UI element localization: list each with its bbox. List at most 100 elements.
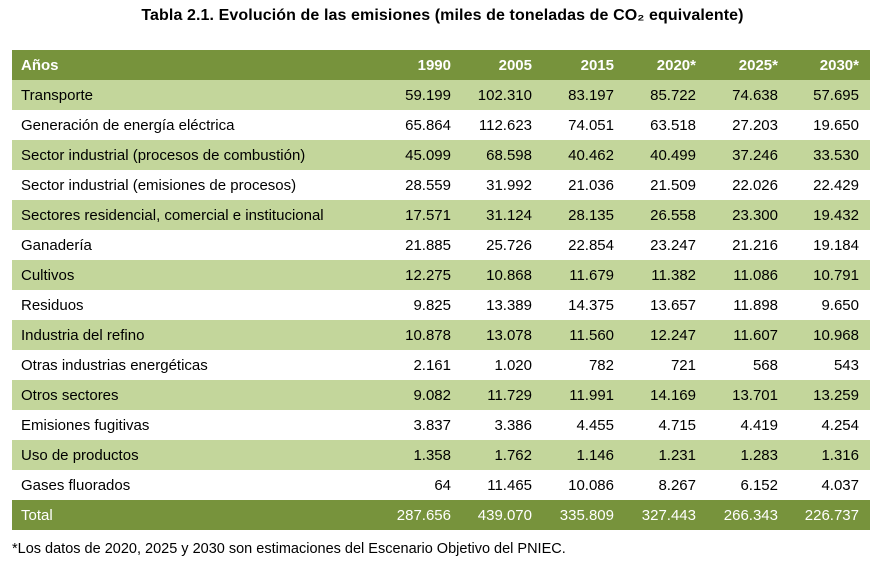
total-label: Total bbox=[21, 506, 53, 524]
row-label: Residuos bbox=[21, 296, 84, 314]
table-cell: 21.509 bbox=[650, 176, 696, 194]
column-header: 1990 bbox=[417, 56, 451, 74]
table-cell: 1.231 bbox=[658, 446, 696, 464]
table-row: Sectores residencial, comercial e instit… bbox=[12, 200, 870, 230]
table-cell: 3.837 bbox=[413, 416, 451, 434]
total-cell: 335.809 bbox=[559, 506, 614, 524]
column-header: 2030* bbox=[819, 56, 859, 74]
table-cell: 14.375 bbox=[568, 296, 614, 314]
table-row: Otros sectores 9.082 11.729 11.991 14.16… bbox=[12, 380, 870, 410]
column-header: 2025* bbox=[738, 56, 778, 74]
table-cell: 102.310 bbox=[477, 86, 532, 104]
table-cell: 6.152 bbox=[740, 476, 778, 494]
table-cell: 19.432 bbox=[813, 206, 859, 224]
table-cell: 65.864 bbox=[405, 116, 451, 134]
table-cell: 10.968 bbox=[813, 326, 859, 344]
table-cell: 10.791 bbox=[813, 266, 859, 284]
row-label: Cultivos bbox=[21, 266, 75, 284]
table-cell: 568 bbox=[752, 356, 778, 374]
table-cell: 11.991 bbox=[569, 386, 614, 404]
row-label: Ganadería bbox=[21, 236, 92, 254]
table-cell: 10.878 bbox=[405, 326, 451, 344]
table-cell: 9.650 bbox=[821, 296, 859, 314]
row-label: Otras industrias energéticas bbox=[21, 356, 208, 374]
table-cell: 19.184 bbox=[813, 236, 859, 254]
total-cell: 226.737 bbox=[804, 506, 859, 524]
column-header: Años bbox=[21, 56, 59, 74]
table-cell: 59.199 bbox=[405, 86, 451, 104]
table-cell: 74.051 bbox=[568, 116, 614, 134]
table-cell: 63.518 bbox=[650, 116, 696, 134]
table-cell: 31.124 bbox=[486, 206, 532, 224]
table-cell: 40.499 bbox=[650, 146, 696, 164]
table-row: Transporte 59.199 102.310 83.197 85.722 … bbox=[12, 80, 870, 110]
table-row: Emisiones fugitivas 3.837 3.386 4.455 4.… bbox=[12, 410, 870, 440]
total-cell: 266.343 bbox=[723, 506, 778, 524]
footnote: *Los datos de 2020, 2025 y 2030 son esti… bbox=[12, 541, 566, 557]
table-cell: 33.530 bbox=[813, 146, 859, 164]
table-cell: 64 bbox=[434, 476, 451, 494]
table-cell: 11.465 bbox=[487, 476, 532, 494]
table-cell: 9.825 bbox=[413, 296, 451, 314]
table-cell: 11.382 bbox=[651, 266, 696, 284]
table-cell: 27.203 bbox=[732, 116, 778, 134]
table-row: Otras industrias energéticas 2.161 1.020… bbox=[12, 350, 870, 380]
table-row: Sector industrial (emisiones de procesos… bbox=[12, 170, 870, 200]
table-cell: 11.729 bbox=[487, 386, 532, 404]
table-cell: 17.571 bbox=[405, 206, 451, 224]
table-cell: 13.657 bbox=[650, 296, 696, 314]
table-cell: 12.275 bbox=[405, 266, 451, 284]
table-cell: 14.169 bbox=[650, 386, 696, 404]
table-cell: 12.247 bbox=[650, 326, 696, 344]
total-cell: 327.443 bbox=[641, 506, 696, 524]
table-cell: 68.598 bbox=[486, 146, 532, 164]
table-cell: 1.762 bbox=[494, 446, 532, 464]
row-label: Otros sectores bbox=[21, 386, 119, 404]
table-cell: 57.695 bbox=[813, 86, 859, 104]
table-cell: 11.898 bbox=[733, 296, 778, 314]
table-cell: 1.146 bbox=[576, 446, 614, 464]
table-cell: 23.300 bbox=[732, 206, 778, 224]
table-cell: 83.197 bbox=[568, 86, 614, 104]
row-label: Sector industrial (emisiones de procesos… bbox=[21, 176, 297, 194]
table-cell: 22.854 bbox=[568, 236, 614, 254]
table-cell: 28.559 bbox=[405, 176, 451, 194]
table-cell: 4.455 bbox=[576, 416, 614, 434]
table-cell: 23.247 bbox=[650, 236, 696, 254]
table-cell: 45.099 bbox=[405, 146, 451, 164]
row-label: Uso de productos bbox=[21, 446, 139, 464]
table-cell: 19.650 bbox=[813, 116, 859, 134]
total-cell: 439.070 bbox=[477, 506, 532, 524]
table-cell: 28.135 bbox=[568, 206, 614, 224]
total-row: Total 287.656 439.070 335.809 327.443 26… bbox=[12, 500, 870, 530]
table-cell: 26.558 bbox=[650, 206, 696, 224]
table-cell: 31.992 bbox=[486, 176, 532, 194]
table-cell: 13.389 bbox=[486, 296, 532, 314]
table-row: Gases fluorados 64 11.465 10.086 8.267 6… bbox=[12, 470, 870, 500]
emissions-table: Años 1990 2005 2015 2020* 2025* 2030* Tr… bbox=[12, 50, 870, 530]
table-row: Ganadería 21.885 25.726 22.854 23.247 21… bbox=[12, 230, 870, 260]
table-cell: 10.086 bbox=[568, 476, 614, 494]
table-row: Residuos 9.825 13.389 14.375 13.657 11.8… bbox=[12, 290, 870, 320]
table-cell: 37.246 bbox=[732, 146, 778, 164]
row-label: Sector industrial (procesos de combustió… bbox=[21, 146, 306, 164]
table-cell: 11.560 bbox=[569, 326, 614, 344]
table-row: Industria del refino 10.878 13.078 11.56… bbox=[12, 320, 870, 350]
table-row: Cultivos 12.275 10.868 11.679 11.382 11.… bbox=[12, 260, 870, 290]
row-label: Gases fluorados bbox=[21, 476, 131, 494]
table-cell: 543 bbox=[833, 356, 859, 374]
column-header: 2005 bbox=[498, 56, 532, 74]
row-label: Generación de energía eléctrica bbox=[21, 116, 235, 134]
table-row: Uso de productos 1.358 1.762 1.146 1.231… bbox=[12, 440, 870, 470]
table-cell: 21.885 bbox=[405, 236, 451, 254]
table-cell: 10.868 bbox=[486, 266, 532, 284]
table-cell: 9.082 bbox=[413, 386, 451, 404]
table-cell: 4.037 bbox=[821, 476, 859, 494]
table-cell: 11.679 bbox=[569, 266, 614, 284]
table-cell: 25.726 bbox=[486, 236, 532, 254]
total-cell: 287.656 bbox=[396, 506, 451, 524]
table-cell: 4.715 bbox=[658, 416, 696, 434]
table-cell: 1.283 bbox=[740, 446, 778, 464]
table-cell: 13.701 bbox=[732, 386, 778, 404]
table-cell: 2.161 bbox=[413, 356, 451, 374]
